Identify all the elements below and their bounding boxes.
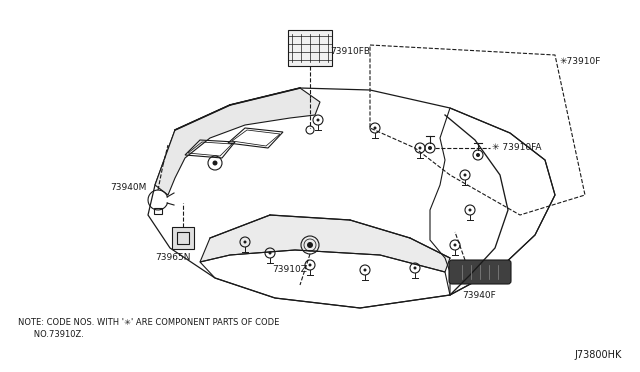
Text: J73800HK: J73800HK xyxy=(575,350,622,360)
Circle shape xyxy=(364,269,367,272)
Polygon shape xyxy=(155,88,320,195)
Circle shape xyxy=(243,241,246,244)
Bar xyxy=(154,208,162,214)
Polygon shape xyxy=(200,215,450,272)
Text: NOTE: CODE NOS. WITH '✳' ARE COMPONENT PARTS OF CODE: NOTE: CODE NOS. WITH '✳' ARE COMPONENT P… xyxy=(18,318,280,327)
Circle shape xyxy=(454,244,456,247)
Circle shape xyxy=(419,147,422,150)
Circle shape xyxy=(212,160,218,166)
Circle shape xyxy=(476,153,480,157)
Text: NO.73910Z.: NO.73910Z. xyxy=(18,330,84,339)
Text: 73965N: 73965N xyxy=(155,253,191,263)
Circle shape xyxy=(317,119,319,122)
Bar xyxy=(288,30,332,66)
Text: ✳73910F: ✳73910F xyxy=(560,58,602,67)
Circle shape xyxy=(468,208,472,212)
Text: ✳ 73910FA: ✳ 73910FA xyxy=(492,144,541,153)
Circle shape xyxy=(307,242,313,248)
Text: 73910Z: 73910Z xyxy=(272,266,307,275)
Circle shape xyxy=(413,266,417,269)
Bar xyxy=(177,232,189,244)
Bar xyxy=(172,227,194,249)
Text: 73940M: 73940M xyxy=(110,183,147,192)
Circle shape xyxy=(269,251,271,254)
Circle shape xyxy=(463,173,467,176)
Circle shape xyxy=(428,146,432,150)
Text: 73910FB: 73910FB xyxy=(330,48,370,57)
Text: 73940F: 73940F xyxy=(462,291,496,299)
Circle shape xyxy=(308,263,312,266)
FancyBboxPatch shape xyxy=(449,260,511,284)
Circle shape xyxy=(374,126,376,129)
